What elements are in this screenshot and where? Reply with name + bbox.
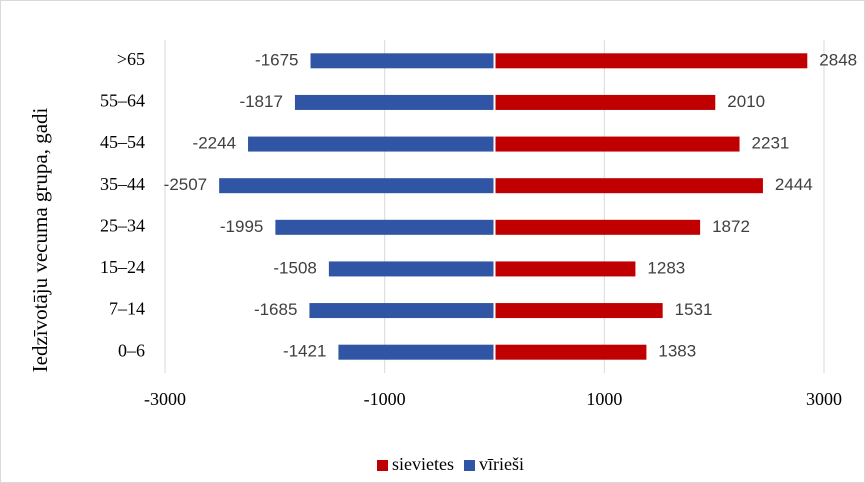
y-axis-title: Iedzīvotāju vecuma grupa, gadi — [28, 107, 52, 372]
data-label: 2010 — [727, 92, 765, 111]
data-label: 1872 — [712, 217, 750, 236]
bar — [328, 261, 494, 277]
data-label: 1531 — [675, 300, 713, 319]
data-label: -1675 — [255, 50, 298, 69]
data-label: 1383 — [658, 342, 696, 361]
y-tick-label: 0–6 — [118, 340, 145, 360]
x-tick-label: 1000 — [586, 389, 622, 409]
data-label: -1508 — [273, 258, 316, 277]
bar — [495, 178, 763, 194]
bar — [310, 53, 494, 69]
y-tick-label: >65 — [117, 49, 145, 69]
y-tick-label: 55–64 — [100, 91, 145, 111]
data-label: 2444 — [775, 175, 813, 194]
data-label: -1995 — [220, 217, 263, 236]
data-label: -2507 — [164, 175, 207, 194]
x-tick-label: -1000 — [364, 389, 406, 409]
bar — [495, 303, 663, 319]
bar — [495, 219, 701, 235]
bar — [309, 303, 494, 319]
y-tick-label: 45–54 — [100, 132, 145, 152]
bar — [294, 94, 494, 110]
bar — [338, 344, 494, 360]
legend-swatch — [463, 460, 475, 471]
bar — [219, 178, 494, 194]
bar — [495, 53, 808, 69]
bar — [248, 136, 494, 152]
data-label: -1421 — [283, 342, 326, 361]
data-label: -2244 — [193, 134, 236, 153]
y-tick-label: 15–24 — [100, 257, 145, 277]
y-tick-label: 35–44 — [100, 174, 145, 194]
data-label: -1817 — [239, 92, 282, 111]
bar — [495, 344, 647, 360]
bar — [495, 94, 716, 110]
x-tick-label: -3000 — [144, 389, 186, 409]
data-label: -1685 — [254, 300, 297, 319]
bar — [495, 261, 636, 277]
y-tick-label: 25–34 — [100, 215, 145, 235]
data-label: 2231 — [752, 134, 790, 153]
x-tick-label: 3000 — [806, 389, 842, 409]
bar — [495, 136, 740, 152]
legend-label: sievietes — [392, 454, 454, 474]
data-label: 2848 — [819, 50, 857, 69]
y-tick-label: 7–14 — [109, 299, 145, 319]
legend-swatch — [377, 460, 388, 471]
bar — [275, 219, 494, 235]
data-label: 1283 — [647, 258, 685, 277]
legend-label: vīrieši — [479, 454, 524, 474]
